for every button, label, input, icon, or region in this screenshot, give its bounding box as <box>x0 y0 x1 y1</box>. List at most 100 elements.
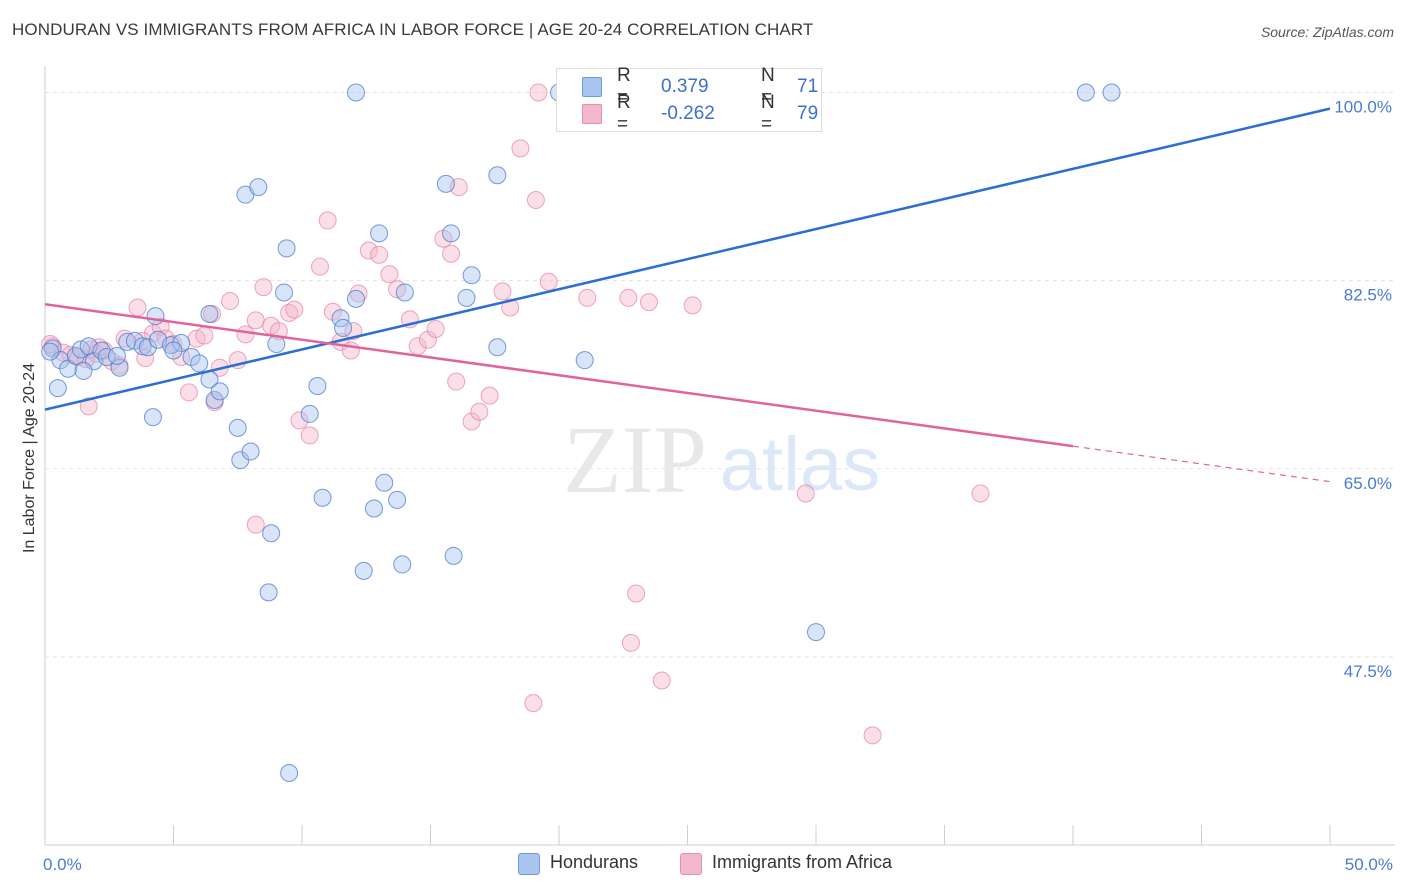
y-tick-label: 100.0% <box>1334 98 1392 117</box>
data-point-hondurans <box>1076 83 1095 102</box>
y-tick-label: 65.0% <box>1344 474 1392 493</box>
data-point-hondurans <box>280 763 299 782</box>
data-point-hondurans <box>462 266 481 285</box>
data-point-immigrants-africa <box>526 191 545 209</box>
legend-swatch-immigrants-africa <box>582 104 602 124</box>
data-point-immigrants-africa <box>128 298 147 317</box>
data-point-hondurans <box>444 546 463 565</box>
legend-swatch-immigrants-africa <box>680 853 702 875</box>
data-point-immigrants-africa <box>195 326 214 345</box>
data-point-immigrants-africa <box>323 302 342 321</box>
legend-r-label: R = <box>617 65 631 108</box>
data-point-hondurans <box>300 404 319 423</box>
axes <box>44 66 1395 846</box>
data-point-immigrants-africa <box>318 211 337 230</box>
data-point-hondurans <box>182 347 201 366</box>
data-point-immigrants-africa <box>578 288 597 307</box>
data-point-immigrants-africa <box>285 300 304 319</box>
trend-line-immigrants-africa <box>44 303 1074 448</box>
trend-line-hondurans <box>44 107 1331 411</box>
data-point-hondurans <box>249 178 268 197</box>
data-point-hondurans <box>334 318 353 337</box>
legend-r-value: -0.262 <box>661 103 715 124</box>
data-point-hondurans <box>190 354 209 373</box>
data-point-immigrants-africa <box>462 412 481 431</box>
series-hondurans-points <box>41 83 1121 782</box>
y-tick-label: 47.5% <box>1344 662 1392 681</box>
data-point-immigrants-africa <box>863 726 882 745</box>
data-point-immigrants-africa <box>136 349 155 368</box>
grid-lines <box>45 92 1395 658</box>
data-point-immigrants-africa <box>290 411 309 430</box>
data-point-hondurans <box>457 288 476 307</box>
legend-label-hondurans: Hondurans <box>550 852 639 872</box>
data-point-immigrants-africa <box>529 83 548 102</box>
data-point-hondurans <box>205 390 224 409</box>
data-point-immigrants-africa <box>511 139 530 158</box>
data-point-immigrants-africa <box>621 633 640 652</box>
legend-swatch-hondurans <box>582 77 602 97</box>
stats-legend: R = 0.379 N = 71 R = -0.262 N = 79 <box>556 65 822 135</box>
data-point-hondurans <box>164 341 183 360</box>
data-point-hondurans <box>393 555 412 574</box>
data-point-immigrants-africa <box>380 265 399 284</box>
data-point-immigrants-africa <box>683 296 702 315</box>
data-point-hondurans <box>354 561 373 580</box>
data-point-immigrants-africa <box>539 272 558 291</box>
data-point-hondurans <box>488 338 507 357</box>
data-point-hondurans <box>277 239 296 258</box>
data-point-hondurans <box>48 379 67 398</box>
data-point-hondurans <box>210 382 229 401</box>
data-point-hondurans <box>74 361 93 380</box>
data-point-immigrants-africa <box>619 288 638 307</box>
data-point-hondurans <box>436 174 455 193</box>
legend-n-value: 71 <box>797 76 819 97</box>
legend-r-label: R = <box>617 92 631 135</box>
data-point-hondurans <box>200 304 219 323</box>
legend-label-immigrants-africa: Immigrants from Africa <box>712 852 893 872</box>
data-point-hondurans <box>308 376 327 395</box>
data-point-hondurans <box>107 346 126 365</box>
watermark: ZIP atlas <box>563 406 880 513</box>
data-point-immigrants-africa <box>470 402 489 421</box>
legend-r-value: 0.379 <box>661 76 709 97</box>
legend-n-value: 79 <box>797 103 819 124</box>
trend-line-immigrants-africa-extension <box>1072 445 1331 483</box>
data-point-hondurans <box>143 408 162 427</box>
data-point-immigrants-africa <box>447 372 466 391</box>
data-point-hondurans <box>133 337 152 356</box>
data-point-hondurans <box>146 307 165 326</box>
data-point-immigrants-africa <box>652 671 671 690</box>
data-point-hondurans <box>41 342 60 361</box>
data-point-hondurans <box>262 524 281 543</box>
data-point-immigrants-africa <box>627 584 646 603</box>
data-point-hondurans <box>346 83 365 102</box>
data-point-hondurans <box>364 499 383 518</box>
data-point-hondurans <box>807 623 825 642</box>
chart-title: HONDURAN VS IMMIGRANTS FROM AFRICA IN LA… <box>12 20 814 39</box>
data-point-immigrants-africa <box>246 311 265 330</box>
x-tick-label: 0.0% <box>43 855 82 874</box>
data-point-immigrants-africa <box>172 347 191 366</box>
data-point-immigrants-africa <box>300 426 319 445</box>
data-point-immigrants-africa <box>79 397 98 416</box>
data-point-hondurans <box>442 224 461 243</box>
data-point-immigrants-africa <box>426 320 445 338</box>
data-point-immigrants-africa <box>280 303 299 322</box>
legend-swatch-hondurans <box>518 853 540 875</box>
data-point-hondurans <box>575 351 594 370</box>
watermark-atlas: atlas <box>720 422 881 507</box>
x-tick-label: 50.0% <box>1345 855 1393 874</box>
data-point-hondurans <box>259 583 278 602</box>
data-point-hondurans <box>370 224 389 243</box>
data-point-immigrants-africa <box>179 383 198 402</box>
legend-n-label: N = <box>761 92 775 135</box>
data-point-immigrants-africa <box>493 282 512 301</box>
trend-lines <box>44 107 1331 483</box>
data-point-hondurans <box>241 442 260 461</box>
data-point-immigrants-africa <box>796 484 815 503</box>
data-point-immigrants-africa <box>442 244 461 263</box>
data-point-immigrants-africa <box>359 241 378 260</box>
data-point-immigrants-africa <box>246 515 265 534</box>
